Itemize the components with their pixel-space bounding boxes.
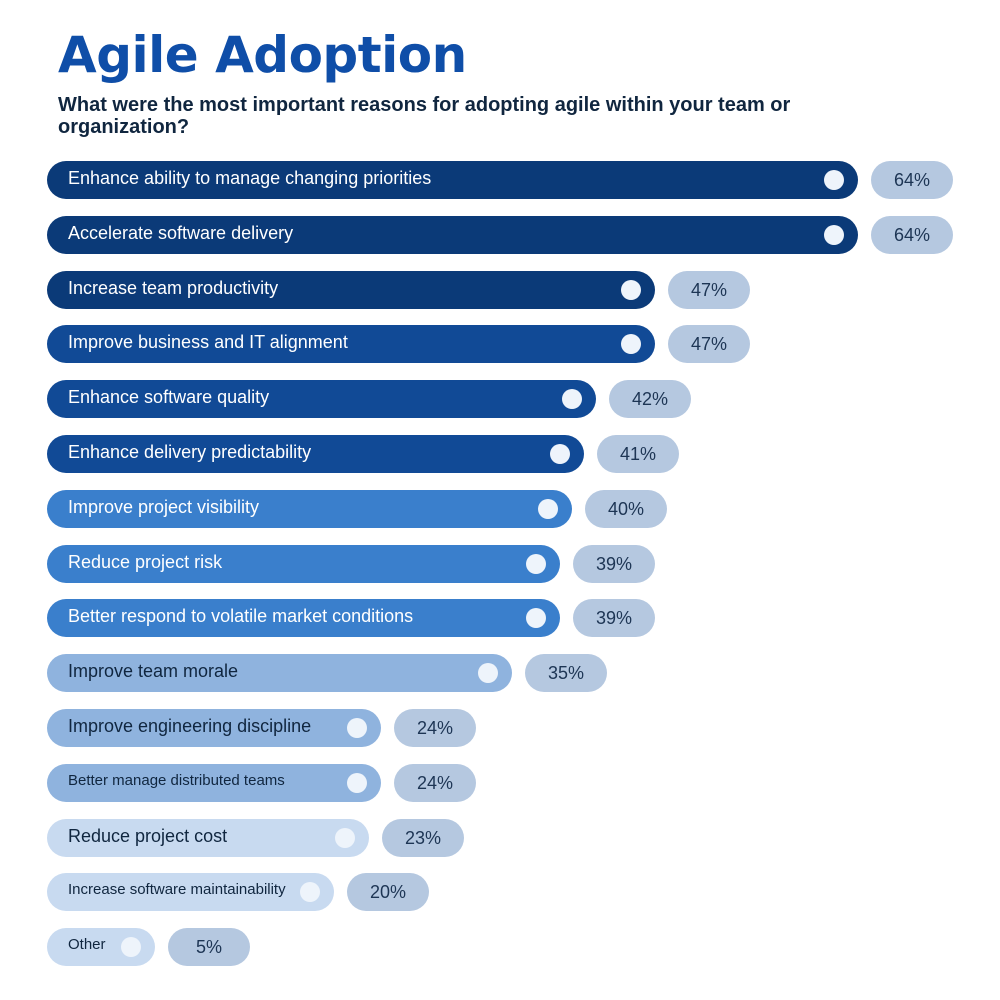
bar: Improve team morale <box>47 654 512 692</box>
bar: Accelerate software delivery <box>47 216 858 254</box>
bar-row: Other 5% <box>0 928 1000 966</box>
bar-row: Reduce project cost 23% <box>0 819 1000 857</box>
value-label: 64% <box>871 161 953 199</box>
bar-end-dot <box>526 554 546 574</box>
bar-end-dot <box>335 828 355 848</box>
bar-end-dot <box>824 170 844 190</box>
value-label: 47% <box>668 325 750 363</box>
chart-subtitle: What were the most important reasons for… <box>58 94 791 138</box>
bar-row: Better respond to volatile market condit… <box>0 599 1000 637</box>
bar-label: Better respond to volatile market condit… <box>68 606 414 626</box>
bar-end-dot <box>562 389 582 409</box>
bar-label: Enhance ability to manage changing prior… <box>68 168 432 188</box>
bar-label: Improve team morale <box>68 661 239 681</box>
bar-label: Improve project visibility <box>68 497 260 517</box>
value-label: 20% <box>347 873 429 911</box>
value-label: 40% <box>585 490 667 528</box>
value-label: 64% <box>871 216 953 254</box>
bar: Improve business and IT alignment <box>47 325 655 363</box>
bar: Improve project visibility <box>47 490 572 528</box>
bar-end-dot <box>347 773 367 793</box>
bar: Reduce project cost <box>47 819 369 857</box>
bar-row: Improve project visibility 40% <box>0 490 1000 528</box>
value-label: 24% <box>394 709 476 747</box>
bar-row: Better manage distributed teams 24% <box>0 764 1000 802</box>
bar: Enhance ability to manage changing prior… <box>47 161 858 199</box>
bar-end-dot <box>347 718 367 738</box>
bar-row: Improve engineering discipline 24% <box>0 709 1000 747</box>
bar-label: Other <box>68 936 106 953</box>
bar-end-dot <box>824 225 844 245</box>
value-label: 23% <box>382 819 464 857</box>
bar-label: Enhance delivery predictability <box>68 442 312 462</box>
bar-end-dot <box>538 499 558 519</box>
bar-label: Reduce project cost <box>68 826 228 846</box>
bar-row: Reduce project risk 39% <box>0 545 1000 583</box>
value-label: 41% <box>597 435 679 473</box>
bar-row: Increase team productivity 47% <box>0 271 1000 309</box>
bar: Enhance delivery predictability <box>47 435 584 473</box>
bar-row: Accelerate software delivery 64% <box>0 216 1000 254</box>
bar-label: Enhance software quality <box>68 387 270 407</box>
bar-end-dot <box>300 882 320 902</box>
bar-end-dot <box>121 937 141 957</box>
bar-row: Improve business and IT alignment 47% <box>0 325 1000 363</box>
bar: Better respond to volatile market condit… <box>47 599 560 637</box>
bar: Increase software maintainability <box>47 873 334 911</box>
bar-label: Improve business and IT alignment <box>68 332 348 352</box>
bar-row: Increase software maintainability 20% <box>0 873 1000 911</box>
bar: Reduce project risk <box>47 545 560 583</box>
bar-row: Enhance ability to manage changing prior… <box>0 161 1000 199</box>
bar: Better manage distributed teams <box>47 764 381 802</box>
bar-label: Improve engineering discipline <box>68 716 312 736</box>
bar: Increase team productivity <box>47 271 655 309</box>
value-label: 47% <box>668 271 750 309</box>
bar-row: Improve team morale 35% <box>0 654 1000 692</box>
bar-label: Accelerate software delivery <box>68 223 294 243</box>
value-label: 5% <box>168 928 250 966</box>
bar-end-dot <box>550 444 570 464</box>
value-label: 24% <box>394 764 476 802</box>
bar: Improve engineering discipline <box>47 709 381 747</box>
bar-end-dot <box>621 334 641 354</box>
bar-end-dot <box>478 663 498 683</box>
bar-row: Enhance delivery predictability 41% <box>0 435 1000 473</box>
bar-row: Enhance software quality 42% <box>0 380 1000 418</box>
bar-end-dot <box>526 608 546 628</box>
bar: Enhance software quality <box>47 380 596 418</box>
value-label: 39% <box>573 599 655 637</box>
value-label: 39% <box>573 545 655 583</box>
bar-end-dot <box>621 280 641 300</box>
value-label: 35% <box>525 654 607 692</box>
bar-label: Increase software maintainability <box>68 881 286 898</box>
bar: Other <box>47 928 155 966</box>
bar-label: Better manage distributed teams <box>68 772 285 789</box>
bar-label: Reduce project risk <box>68 552 223 572</box>
bar-label: Increase team productivity <box>68 278 279 298</box>
value-label: 42% <box>609 380 691 418</box>
chart-title: Agile Adoption <box>58 26 467 84</box>
